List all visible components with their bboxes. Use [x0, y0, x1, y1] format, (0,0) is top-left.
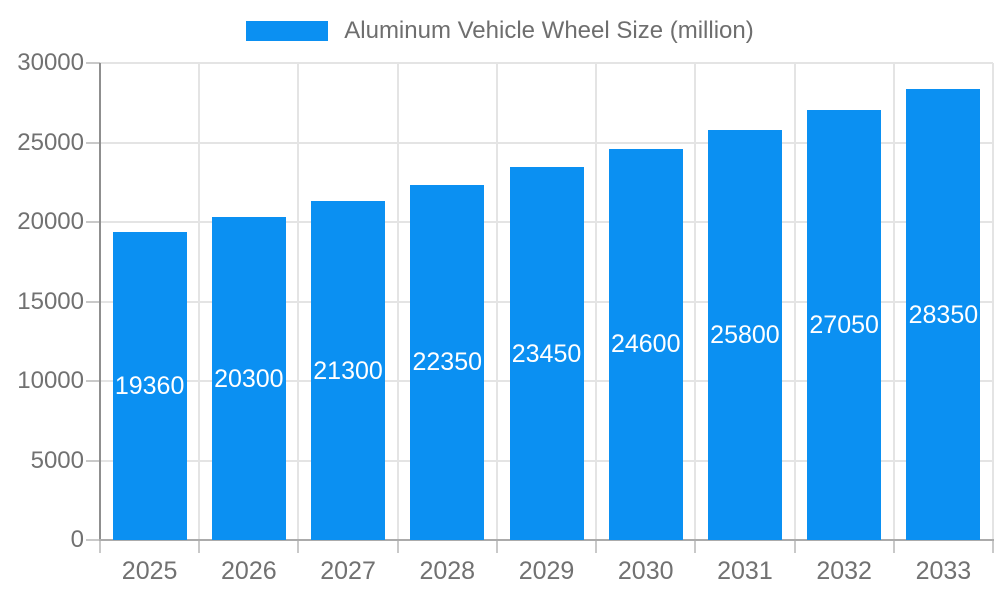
- bar-value-label: 21300: [313, 356, 383, 385]
- bar-value-label: 27050: [809, 310, 879, 339]
- bar-value-label: 22350: [412, 348, 483, 377]
- bar[interactable]: [410, 184, 485, 540]
- x-tick: [793, 540, 796, 553]
- y-tick: [86, 141, 100, 144]
- x-axis-label: 2026: [221, 557, 277, 585]
- bar[interactable]: [906, 89, 981, 540]
- bar-value-label: 25800: [710, 320, 780, 349]
- y-axis-label: 10000: [17, 367, 84, 394]
- y-axis-label: 0: [70, 526, 84, 553]
- y-gridline: [100, 62, 993, 64]
- bar[interactable]: [707, 129, 782, 540]
- x-gridline: [694, 63, 697, 540]
- y-tick: [86, 300, 100, 303]
- x-axis-label: 2029: [518, 557, 575, 585]
- x-axis-label: 2028: [419, 557, 476, 585]
- chart-legend[interactable]: Aluminum Vehicle Wheel Size (million): [0, 0, 1000, 62]
- bar[interactable]: [608, 148, 683, 540]
- y-axis-label: 30000: [17, 49, 84, 76]
- y-gridline: [100, 141, 993, 144]
- y-tick: [86, 62, 100, 64]
- x-gridline: [396, 63, 399, 540]
- legend-label: Aluminum Vehicle Wheel Size (million): [344, 17, 754, 44]
- x-axis-label: 2025: [121, 557, 178, 585]
- x-tick: [694, 540, 697, 553]
- bar[interactable]: [112, 232, 187, 540]
- bar[interactable]: [807, 109, 882, 540]
- y-axis-label: 15000: [17, 287, 84, 315]
- x-tick: [297, 540, 300, 553]
- x-gridline: [793, 63, 796, 540]
- x-tick: [99, 540, 101, 553]
- bar-value-label: 23450: [511, 339, 582, 368]
- x-gridline: [892, 63, 895, 540]
- x-axis-label: 2030: [617, 557, 674, 585]
- y-axis-label: 25000: [17, 128, 84, 156]
- x-gridline: [595, 63, 598, 540]
- x-tick: [595, 540, 598, 553]
- x-axis-label: 2031: [717, 557, 773, 585]
- x-axis-label: 2033: [915, 557, 972, 585]
- x-tick: [396, 540, 399, 553]
- x-axis-label: 2032: [816, 557, 872, 585]
- x-tick: [892, 540, 895, 553]
- x-tick: [198, 540, 201, 553]
- bar-value-label: 20300: [214, 364, 284, 393]
- x-axis-line: [99, 539, 994, 541]
- bar-value-label: 19360: [114, 372, 185, 401]
- bar[interactable]: [509, 167, 584, 540]
- y-tick: [86, 539, 100, 541]
- y-tick: [86, 380, 100, 382]
- y-axis-label: 20000: [17, 208, 84, 235]
- y-tick: [86, 459, 100, 462]
- y-tick: [86, 221, 100, 223]
- x-tick: [992, 540, 994, 553]
- y-axis-line: [99, 63, 101, 540]
- x-tick: [495, 540, 498, 553]
- bar-value-label: 24600: [610, 330, 681, 359]
- x-gridline: [495, 63, 498, 540]
- x-gridline: [198, 63, 201, 540]
- x-gridline: [992, 63, 994, 540]
- bar[interactable]: [211, 217, 286, 540]
- x-gridline: [297, 63, 300, 540]
- y-axis-label: 5000: [30, 446, 84, 474]
- legend-swatch: [246, 21, 329, 41]
- bar[interactable]: [311, 201, 386, 540]
- x-axis-label: 2027: [320, 557, 376, 585]
- bar-value-label: 28350: [908, 300, 979, 329]
